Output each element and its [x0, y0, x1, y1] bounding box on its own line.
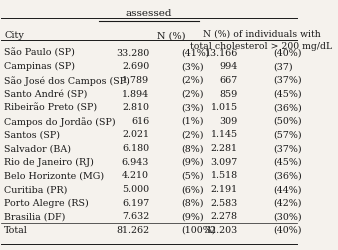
- Text: (37%): (37%): [273, 144, 302, 152]
- Text: 1.789: 1.789: [122, 76, 149, 84]
- Text: 2.281: 2.281: [211, 144, 238, 152]
- Text: 33.280: 33.280: [116, 48, 149, 57]
- Text: (42%): (42%): [273, 198, 302, 207]
- Text: 994: 994: [220, 62, 238, 71]
- Text: 2.810: 2.810: [122, 103, 149, 112]
- Text: Brasilia (DF): Brasilia (DF): [4, 212, 66, 220]
- Text: 32.203: 32.203: [204, 225, 238, 234]
- Text: 2.191: 2.191: [211, 184, 238, 193]
- Text: 6.943: 6.943: [122, 157, 149, 166]
- Text: (37): (37): [273, 62, 293, 71]
- Text: (3%): (3%): [182, 103, 204, 112]
- Text: (30%): (30%): [273, 212, 302, 220]
- Text: 13.166: 13.166: [204, 48, 238, 57]
- Text: Ribeirão Preto (SP): Ribeirão Preto (SP): [4, 103, 97, 112]
- Text: Porto Alegre (RS): Porto Alegre (RS): [4, 198, 89, 207]
- Text: (2%): (2%): [182, 76, 204, 84]
- Text: São José dos Campos (SP): São José dos Campos (SP): [4, 76, 130, 85]
- Text: (44%): (44%): [273, 184, 302, 193]
- Text: 6.197: 6.197: [122, 198, 149, 207]
- Text: (57%): (57%): [273, 130, 302, 139]
- Text: Salvador (BA): Salvador (BA): [4, 144, 71, 152]
- Text: (2%): (2%): [182, 130, 204, 139]
- Text: (40%): (40%): [273, 48, 302, 57]
- Text: (45%): (45%): [273, 89, 302, 98]
- Text: 6.180: 6.180: [122, 144, 149, 152]
- Text: Belo Horizonte (MG): Belo Horizonte (MG): [4, 171, 104, 180]
- Text: 616: 616: [131, 116, 149, 125]
- Text: Curitiba (PR): Curitiba (PR): [4, 184, 68, 193]
- Text: 81.262: 81.262: [116, 225, 149, 234]
- Text: (40%): (40%): [273, 225, 302, 234]
- Text: (37%): (37%): [273, 76, 302, 84]
- Text: 1.015: 1.015: [211, 103, 238, 112]
- Text: Santo André (SP): Santo André (SP): [4, 89, 88, 98]
- Text: (1%): (1%): [182, 116, 204, 125]
- Text: 859: 859: [220, 89, 238, 98]
- Text: City: City: [4, 31, 24, 40]
- Text: (36%): (36%): [273, 171, 302, 180]
- Text: (100%): (100%): [182, 225, 216, 234]
- Text: 2.021: 2.021: [122, 130, 149, 139]
- Text: 2.278: 2.278: [211, 212, 238, 220]
- Text: Santos (SP): Santos (SP): [4, 130, 61, 139]
- Text: (6%): (6%): [182, 184, 204, 193]
- Text: 1.518: 1.518: [211, 171, 238, 180]
- Text: (36%): (36%): [273, 103, 302, 112]
- Text: (8%): (8%): [182, 144, 204, 152]
- Text: Rio de Janeiro (RJ): Rio de Janeiro (RJ): [4, 157, 94, 166]
- Text: 2.690: 2.690: [122, 62, 149, 71]
- Text: N (%) of individuals with
total cholesterol > 200 mg/dL: N (%) of individuals with total choleste…: [190, 30, 333, 50]
- Text: Campinas (SP): Campinas (SP): [4, 62, 75, 71]
- Text: São Paulo (SP): São Paulo (SP): [4, 48, 75, 58]
- Text: 1.145: 1.145: [211, 130, 238, 139]
- Text: 4.210: 4.210: [122, 171, 149, 180]
- Text: 309: 309: [220, 116, 238, 125]
- Text: 7.632: 7.632: [122, 212, 149, 220]
- Text: (41%): (41%): [182, 48, 210, 57]
- Text: (5%): (5%): [182, 171, 204, 180]
- Text: (3%): (3%): [182, 62, 204, 71]
- Text: 3.097: 3.097: [211, 157, 238, 166]
- Text: 667: 667: [220, 76, 238, 84]
- Text: 5.000: 5.000: [122, 184, 149, 193]
- Text: (9%): (9%): [182, 157, 204, 166]
- Text: Total: Total: [4, 225, 28, 234]
- Text: assessed: assessed: [126, 9, 172, 18]
- Text: (9%): (9%): [182, 212, 204, 220]
- Text: Campos do Jordão (SP): Campos do Jordão (SP): [4, 116, 116, 126]
- Text: 2.583: 2.583: [211, 198, 238, 207]
- Text: (45%): (45%): [273, 157, 302, 166]
- Text: (50%): (50%): [273, 116, 302, 125]
- Text: N (%): N (%): [157, 31, 186, 40]
- Text: (2%): (2%): [182, 89, 204, 98]
- Text: (8%): (8%): [182, 198, 204, 207]
- Text: 1.894: 1.894: [122, 89, 149, 98]
